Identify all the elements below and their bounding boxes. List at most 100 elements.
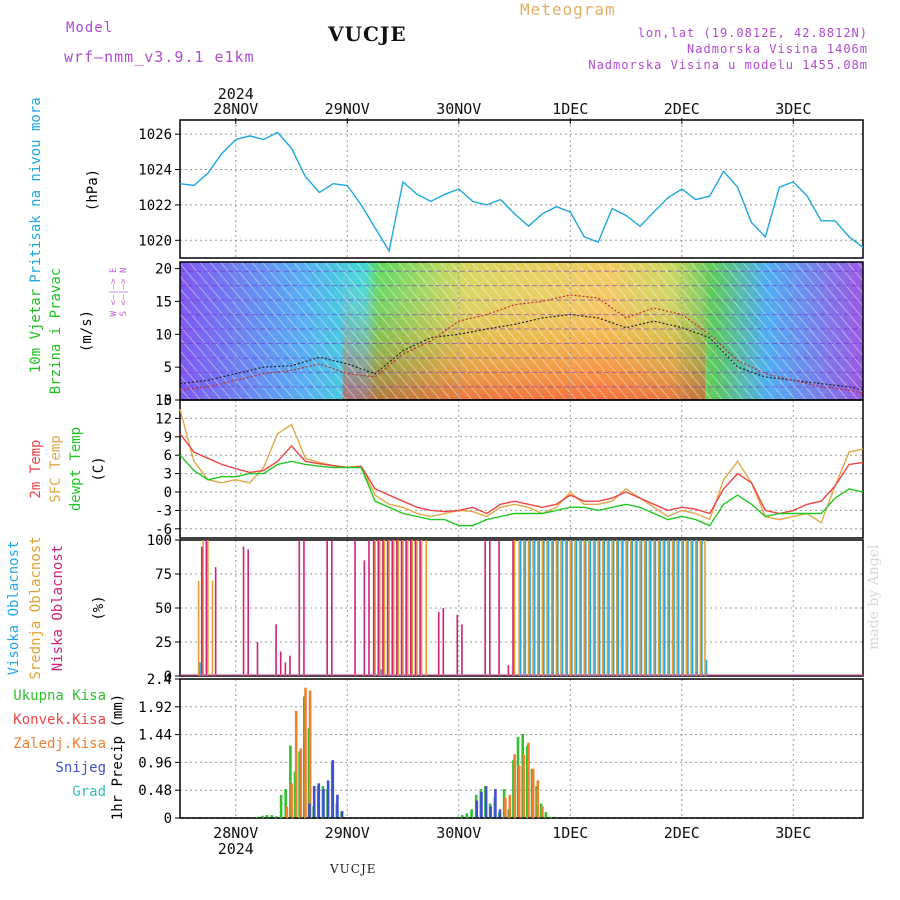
model-version: wrf–nmm_v3.9.1 e1km	[64, 48, 255, 66]
pressure-axis-title: Pritisak na nivou mora	[28, 97, 44, 282]
temp-axis-title-2m: 2m Temp	[28, 439, 44, 498]
coords-label: lon,lat (19.0812E, 42.8812N)	[637, 26, 868, 40]
panel-frame-temperature	[179, 399, 864, 539]
ytick-label-pressure: 1020	[138, 233, 172, 249]
x-top-label: 1DEC	[552, 100, 588, 118]
precip-bar-snijeg	[489, 806, 492, 818]
precip-axis-title: 1hr Precip (mm)	[110, 694, 126, 820]
x-top-label: 3DEC	[775, 100, 811, 118]
x-bottom-label: 1DEC	[552, 824, 588, 842]
temp-2m-line	[179, 433, 864, 515]
dewpt-line	[179, 454, 864, 527]
precip-bar-ukupna	[279, 794, 283, 818]
x-bottom-label: 3DEC	[775, 824, 811, 842]
precip-bar-ukupna	[284, 789, 287, 818]
precip-bar-snijeg	[322, 789, 325, 818]
precip-bar-ukupna	[289, 745, 292, 818]
precip-bar-zaledj	[504, 797, 507, 818]
wind-compass-we: W <–|–> E	[109, 268, 119, 317]
precip-bar-snijeg	[336, 794, 339, 818]
precip-bar-ukupna	[275, 816, 278, 818]
ytick-label-temperature: 0	[164, 485, 172, 501]
precip-bar-ukupna	[461, 815, 464, 818]
ytick-label-pressure: 1024	[138, 163, 172, 179]
precip-bar-ukupna	[544, 812, 548, 818]
ytick-label-temperature: 3	[164, 467, 172, 483]
ytick-label-precipitation: 1.44	[138, 728, 172, 744]
ytick-label-temperature: -6	[155, 522, 172, 538]
sfc-temp-line	[179, 409, 864, 524]
precip-bar-snijeg	[312, 786, 316, 818]
meteogram-label: Meteogram	[520, 0, 616, 19]
panel-frame-pressure	[179, 119, 864, 259]
precip-bar-zaledj	[531, 768, 535, 818]
precip-legend-item: Zaledj.Kisa	[13, 736, 106, 752]
elevation-label: Nadmorska Visina 1406m	[687, 42, 868, 56]
wind-axis-title2: Brzina i Pravac	[48, 268, 64, 394]
precip-bar-snijeg	[326, 780, 330, 818]
x-bottom-label: 28NOV	[213, 824, 258, 842]
temp-axis-title-sfc: SFC Temp	[48, 435, 64, 502]
ytick-label-clouds: 0	[164, 669, 172, 685]
ytick-label-precipitation: 2.4	[147, 672, 172, 688]
precip-bar-snijeg	[308, 803, 311, 818]
ytick-label-clouds: 100	[147, 533, 172, 549]
temp-axis-title-dewpt: dewpt Temp	[68, 427, 84, 511]
precip-bar-zaledj	[536, 780, 540, 818]
precip-bar-snijeg	[340, 811, 344, 818]
ytick-label-wind: 20	[155, 262, 172, 278]
wind-axis-title: 10m Vjetar	[28, 289, 44, 373]
precip-bar-ukupna	[270, 815, 274, 818]
ytick-label-temperature: 6	[164, 448, 172, 464]
precip-bar-snijeg	[484, 786, 488, 818]
ytick-label-temperature: 9	[164, 430, 172, 446]
precip-bar-zaledj	[294, 710, 298, 818]
ytick-label-wind: 5	[164, 360, 172, 376]
precip-bar-snijeg	[480, 791, 483, 818]
x-top-label: 29NOV	[325, 100, 370, 118]
precip-bar-ukupna	[470, 809, 473, 818]
ytick-label-wind: 0	[164, 393, 172, 409]
ytick-label-wind: 15	[155, 294, 172, 310]
precip-bar-ukupna	[265, 815, 269, 818]
ytick-label-precipitation: 0	[164, 811, 172, 827]
cloud-axis-unit: (%)	[91, 595, 107, 620]
model-label: Model	[66, 20, 114, 36]
footer-station: VUCJE	[330, 862, 377, 876]
precip-bar-zaledj	[308, 690, 312, 818]
ytick-label-precipitation: 0.96	[138, 755, 172, 771]
ytick-label-clouds: 25	[155, 635, 172, 651]
precip-bar-zaledj	[290, 783, 293, 819]
precip-bar-ukupna	[465, 813, 469, 818]
precip-bar-zaledj	[527, 742, 530, 818]
precip-bar-ukupna	[261, 815, 264, 818]
x-top-label: 30NOV	[436, 100, 481, 118]
wind-gust-line	[179, 294, 864, 394]
precip-bar-zaledj	[508, 794, 512, 818]
precip-bar-snijeg	[475, 800, 479, 818]
station-title: VUCJE	[328, 22, 407, 46]
precip-bar-snijeg	[498, 809, 502, 818]
ytick-label-pressure: 1026	[138, 127, 172, 143]
panel-frame-clouds	[179, 539, 864, 677]
x-top-label: 28NOV	[213, 100, 258, 118]
ytick-label-temperature: -3	[155, 503, 172, 519]
precip-bar-zaledj	[304, 687, 307, 818]
precip-legend-item: Grad	[72, 784, 106, 800]
wind-hatch-overlay	[180, 262, 863, 400]
precip-bar-snijeg	[317, 783, 321, 819]
precip-bar-zaledj	[285, 806, 289, 818]
precip-bar-ukupna	[256, 816, 260, 818]
precip-bar-snijeg	[331, 760, 335, 818]
temp-axis-unit: (C)	[91, 456, 107, 481]
x-bottom-year: 2024	[218, 840, 254, 858]
precip-bar-zaledj	[517, 765, 521, 818]
model-elevation-label: Nadmorska Visina u modelu 1455.08m	[588, 58, 868, 72]
precip-bar-zaledj	[522, 754, 526, 818]
ytick-label-pressure: 1022	[138, 198, 172, 214]
ytick-label-temperature: 15	[155, 393, 172, 409]
ytick-label-clouds: 75	[155, 567, 172, 583]
cloud-axis-title-high: Visoka Oblacnost	[6, 541, 22, 676]
precip-bar-ukupna	[549, 816, 552, 818]
precip-bar-snijeg	[494, 789, 497, 818]
